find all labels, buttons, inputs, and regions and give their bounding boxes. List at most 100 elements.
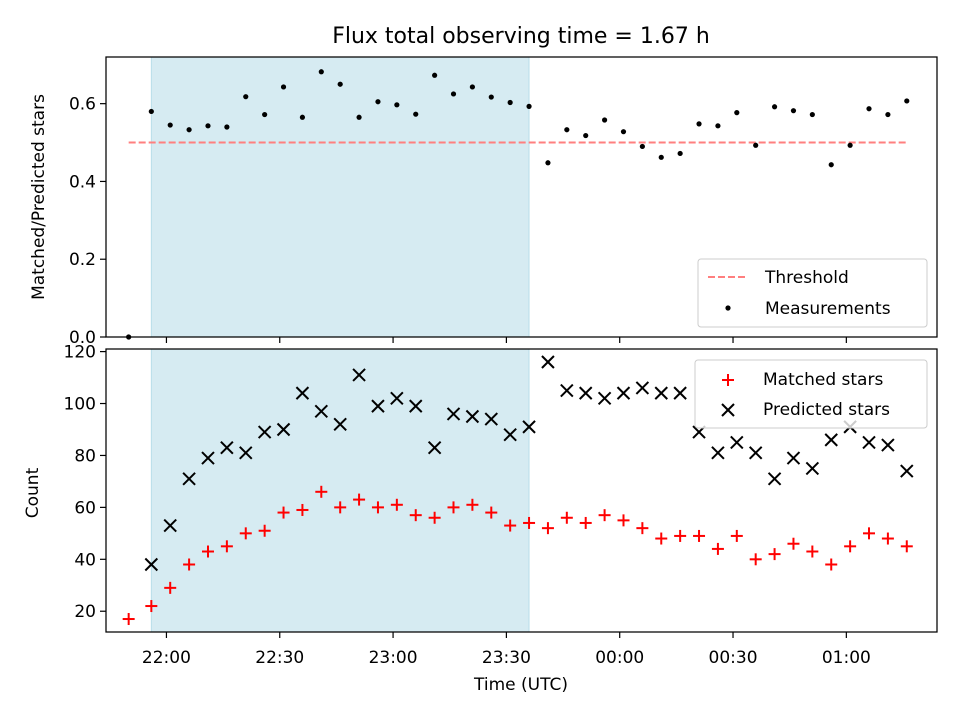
predicted-point [654, 386, 668, 400]
matched-point [390, 498, 403, 511]
top-legend: Threshold Measurements [697, 258, 928, 328]
bottom-axes-frame [105, 348, 938, 633]
matched-point [560, 511, 573, 524]
matched-point [122, 613, 135, 626]
bottom-shaded-region [150, 348, 530, 633]
matched-point [693, 529, 706, 542]
measurement-point [847, 142, 853, 148]
matched-legend-label: Matched stars [763, 370, 883, 390]
bottom-x-tick-label: 22:00 [142, 648, 191, 668]
matched-point [806, 545, 819, 558]
matched-point [881, 532, 894, 545]
predicted-point [730, 435, 744, 450]
measurement-point [809, 111, 815, 118]
measurement-point [620, 129, 627, 135]
predicted-point [503, 427, 517, 442]
bottom-ylabel: Count [23, 467, 43, 518]
top-y-tick-label: 0.4 [69, 172, 96, 192]
measurement-point [356, 114, 362, 120]
matched-point [523, 516, 536, 529]
bottom-y-tick-label: 80 [74, 446, 96, 466]
matched-point [239, 527, 252, 540]
bottom-y-tick-label: 120 [64, 343, 96, 363]
matched-point [579, 516, 592, 529]
measurement-point [677, 150, 683, 157]
predicted-point [409, 399, 423, 413]
measurement-point [337, 81, 343, 87]
matched-point [145, 600, 158, 613]
predicted-point [673, 386, 687, 400]
matched-point [296, 503, 309, 516]
top-ylabel: Matched/Predicted stars [29, 94, 49, 300]
bottom-legend-box [694, 359, 928, 429]
predicted-point [182, 472, 196, 486]
bottom-legend: Matched stars Predicted stars [694, 359, 928, 429]
measurement-point [413, 111, 419, 117]
bottom-x-tick-label: 23:00 [369, 648, 418, 668]
matched-point [447, 501, 460, 514]
predicted-point [767, 472, 782, 486]
predicted-point [881, 438, 895, 452]
top-y-ticks: 0.0 0.2 0.4 0.6 [69, 95, 106, 348]
predicted-point [748, 446, 763, 460]
predicted-point [352, 368, 366, 382]
measurement-point [394, 102, 400, 108]
measurement-point [488, 94, 494, 100]
predicted-point [390, 391, 404, 406]
predicted-point [333, 417, 347, 432]
measurement-point [753, 142, 759, 148]
predicted-point [276, 422, 291, 437]
top-y-tick-label: 0.0 [69, 328, 96, 348]
predicted-point [427, 440, 442, 455]
top-shade-rect [150, 56, 530, 338]
top-points [126, 69, 910, 340]
matched-point [541, 522, 554, 535]
top-y-tick-label: 0.2 [69, 250, 96, 270]
measurement-point [526, 103, 532, 109]
measurement-point [658, 154, 664, 160]
measurement-point [828, 162, 834, 168]
measurement-point [167, 122, 173, 128]
measurement-point [469, 84, 475, 90]
matched-point [220, 540, 233, 553]
bottom-x-ticks: 22:00 22:30 23:00 23:30 00:00 00:30 01:00 [142, 632, 871, 668]
bottom-y-tick-label: 40 [74, 550, 96, 570]
predicted-point [824, 433, 838, 447]
matched-point [428, 511, 441, 524]
top-y-tick-label: 0.6 [69, 95, 96, 115]
predicted-point [163, 518, 177, 533]
measurement-point [602, 117, 608, 123]
measurements-legend-marker [725, 305, 731, 311]
predicted-point [484, 412, 498, 426]
matched-point [201, 545, 214, 558]
predicted-legend-marker [721, 403, 735, 417]
matched-point [900, 540, 913, 553]
measurement-point [205, 123, 211, 129]
bottom-x-tick-label: 23:30 [482, 648, 531, 668]
measurement-point [734, 110, 740, 116]
matched-point [674, 529, 687, 542]
matched-point [164, 581, 177, 594]
top-legend-box [697, 258, 928, 328]
bottom-x-tick-label: 00:00 [595, 648, 644, 668]
top-panel: Flux total observing time = 1.67 h Match… [29, 24, 938, 348]
measurement-point [375, 99, 381, 105]
measurement-point [148, 108, 154, 115]
measurement-point [507, 99, 513, 106]
matched-point [598, 509, 611, 522]
measurement-point [450, 91, 457, 97]
measurement-point [545, 160, 551, 166]
bottom-xlabel: Time (UTC) [473, 675, 568, 695]
measurement-point [885, 111, 891, 118]
matched-point [504, 519, 517, 532]
predicted-point [616, 386, 631, 400]
matched-point [825, 558, 838, 571]
predicted-point [465, 409, 480, 424]
predicted-point [786, 451, 801, 465]
measurement-point [696, 121, 702, 127]
predicted-point [862, 435, 876, 450]
matched-point [863, 527, 876, 540]
matched-point [730, 529, 743, 542]
matched-point [636, 522, 649, 535]
measurement-point [299, 114, 306, 120]
